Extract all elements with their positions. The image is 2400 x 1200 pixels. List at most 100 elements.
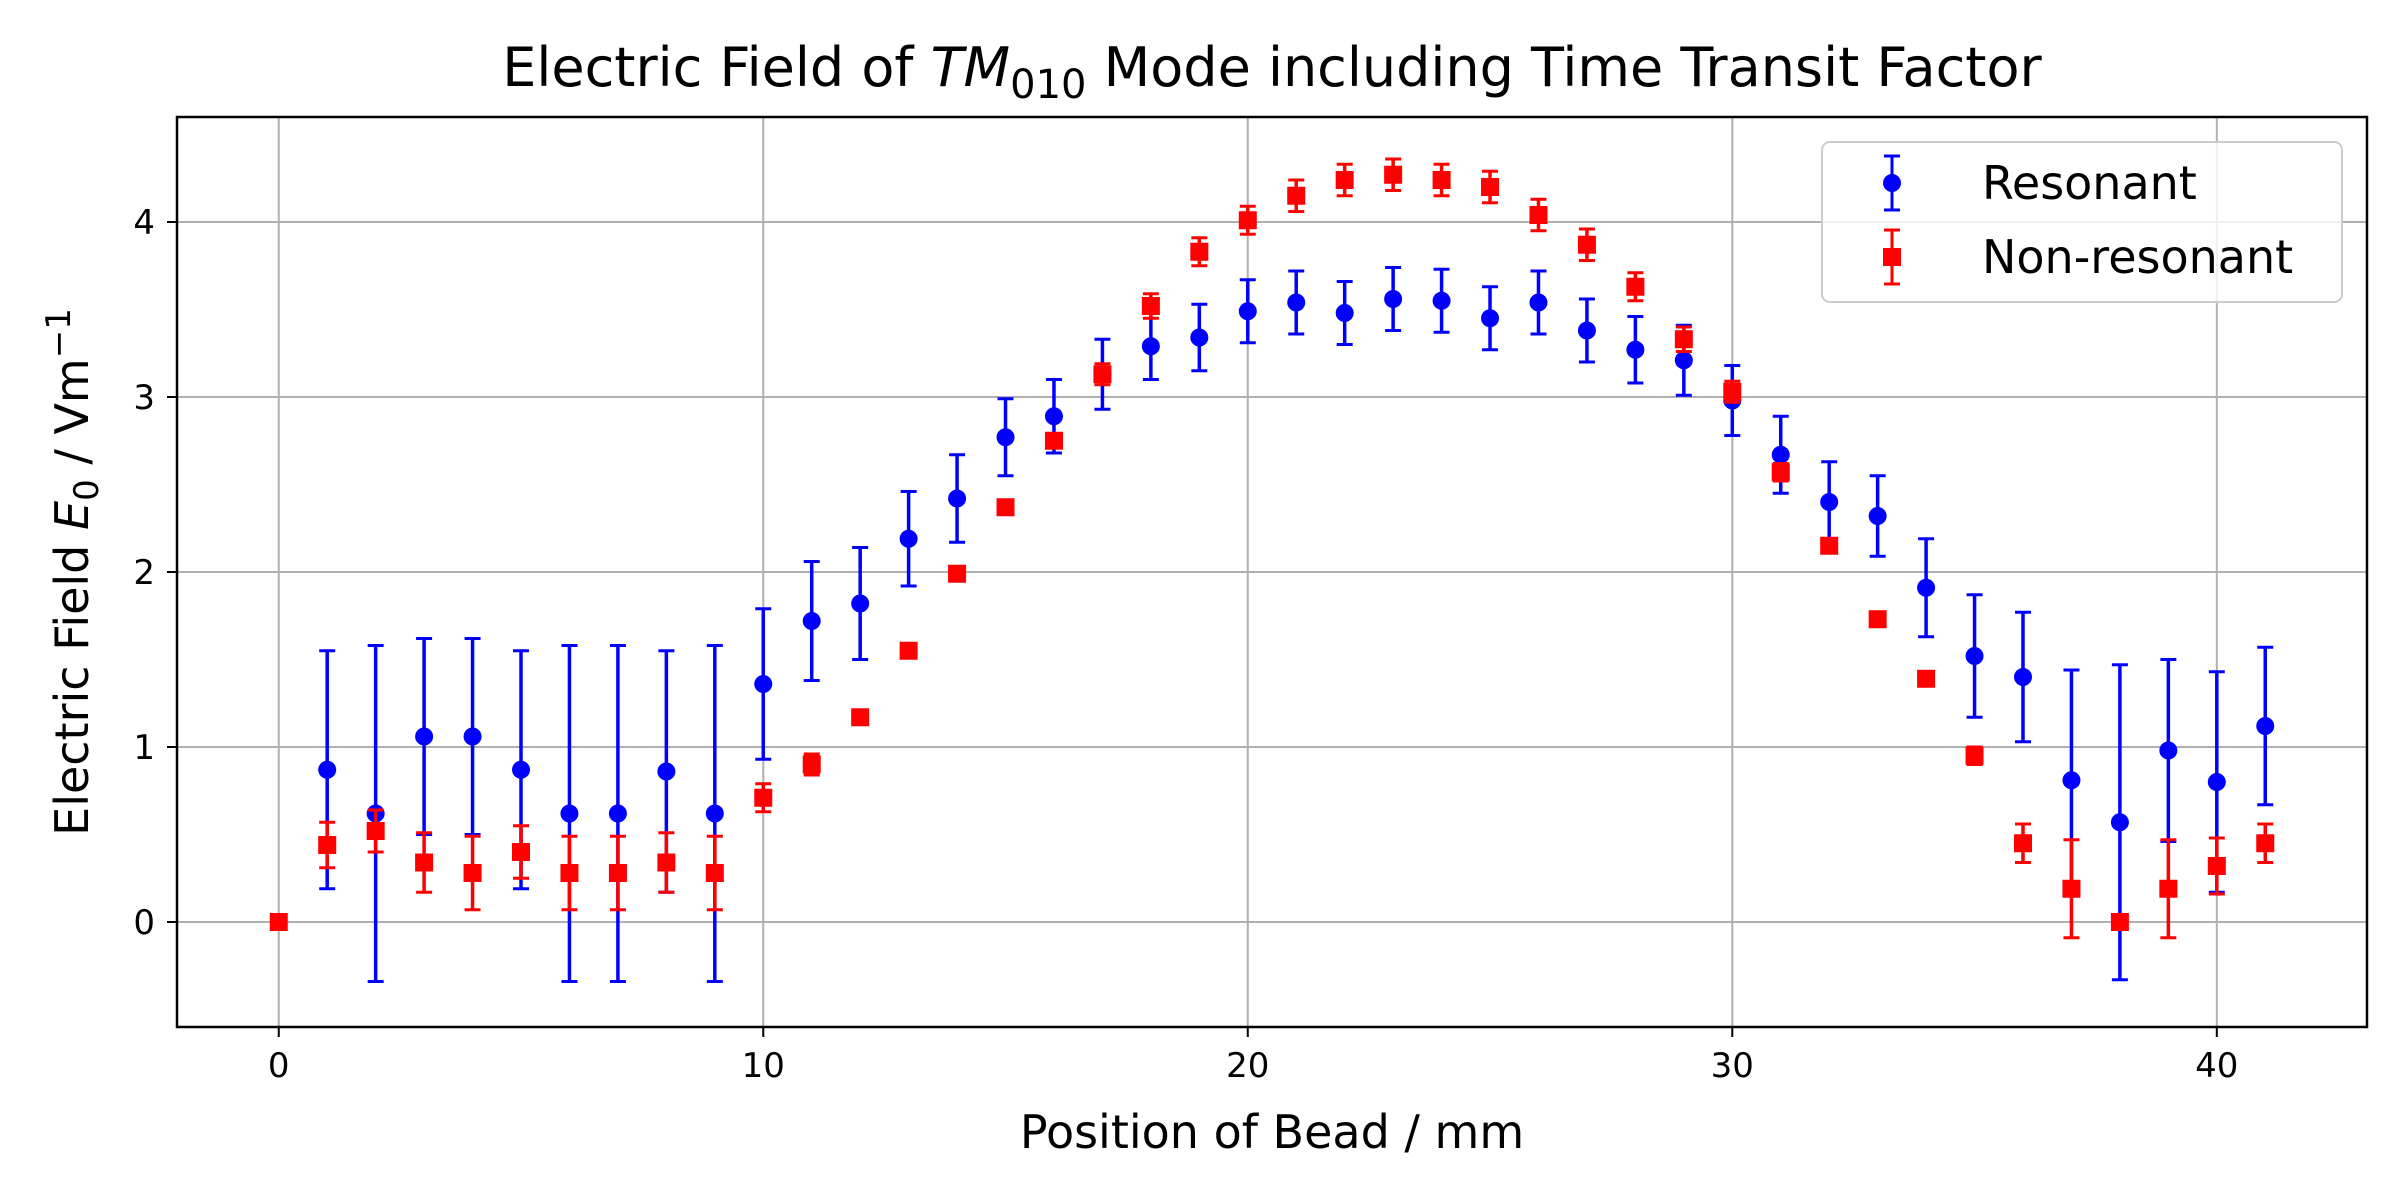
data-point — [512, 760, 531, 779]
data-point — [657, 762, 676, 781]
chart-title-math: TM — [931, 36, 1011, 99]
data-point — [1965, 647, 1984, 665]
data-point — [1674, 351, 1693, 370]
data-point — [2256, 834, 2275, 853]
y-axis-label-prefix: Electric Field — [45, 530, 99, 836]
data-point — [996, 498, 1015, 517]
data-point — [1384, 165, 1403, 184]
data-point — [1820, 536, 1839, 555]
chart-title: Electric Field of TM010 Mode including T… — [502, 36, 2042, 108]
series-non-resonant — [269, 157, 2275, 940]
data-point — [948, 564, 967, 583]
chart-title-subscript: 010 — [1010, 62, 1086, 108]
data-point — [2207, 773, 2226, 791]
data-point — [463, 727, 482, 746]
x-axis-label: Position of Bead / mm — [1020, 1105, 1524, 1159]
data-point — [1093, 365, 1112, 384]
data-point — [1674, 330, 1693, 349]
data-point — [2013, 834, 2032, 853]
data-point — [754, 788, 773, 807]
data-point — [1190, 328, 1209, 347]
x-tick-label: 0 — [268, 1046, 290, 1086]
y-axis-label-suffix: / Vm — [45, 358, 99, 479]
data-point — [318, 836, 337, 854]
data-point — [1238, 302, 1257, 321]
x-tick-label: 30 — [1711, 1046, 1754, 1086]
data-point — [802, 755, 821, 774]
chart-title-prefix: Electric Field of — [502, 36, 930, 99]
data-point — [1626, 340, 1645, 359]
data-point — [1529, 206, 1548, 224]
data-point — [1577, 321, 1596, 340]
y-axis-label-math: E — [45, 501, 99, 530]
data-point — [1771, 445, 1790, 464]
y-axis-label-subscript: 0 — [67, 479, 107, 501]
data-point — [1529, 293, 1548, 312]
x-tick-label: 20 — [1226, 1046, 1269, 1086]
data-point — [1384, 290, 1403, 308]
y-axis-label: Electric Field E0 / Vm−1 — [39, 308, 107, 836]
data-point — [657, 853, 676, 872]
data-point — [463, 864, 482, 882]
y-axis-label-superscript: −1 — [39, 308, 79, 358]
data-point — [1238, 211, 1257, 230]
data-point — [1723, 382, 1742, 401]
data-point — [2256, 717, 2275, 735]
data-point — [1287, 186, 1306, 205]
data-point — [2159, 879, 2178, 898]
data-point — [1626, 277, 1645, 296]
data-point — [415, 853, 434, 872]
y-tick-label: 0 — [133, 903, 155, 943]
data-point — [608, 804, 627, 823]
data-point — [705, 804, 724, 823]
data-point — [1044, 407, 1063, 426]
x-tick-label: 10 — [742, 1046, 785, 1086]
data-point — [705, 864, 724, 882]
legend-non-resonant-marker — [1883, 248, 1901, 266]
y-tick-label: 1 — [133, 728, 155, 768]
data-point — [366, 822, 385, 840]
data-point — [851, 708, 870, 727]
chart-title-suffix: Mode including Time Transit Factor — [1087, 36, 2043, 99]
data-point — [608, 864, 627, 882]
y-tick-label: 4 — [133, 203, 155, 243]
data-point — [1432, 291, 1451, 310]
data-point — [802, 612, 821, 630]
data-point — [269, 913, 288, 931]
data-point — [318, 760, 337, 779]
axis-ticks: 0 10 20 30 40 0 1 2 3 4 — [133, 203, 2238, 1086]
data-point — [2013, 668, 2032, 686]
data-point — [1141, 337, 1160, 356]
data-point — [1868, 610, 1887, 629]
data-point — [1335, 304, 1354, 322]
data-point — [1335, 171, 1354, 189]
data-point — [1965, 746, 1984, 765]
data-point — [1481, 178, 1500, 196]
y-tick-label: 2 — [133, 553, 155, 593]
data-point — [2110, 813, 2129, 832]
data-point — [2062, 771, 2081, 790]
data-point — [1820, 493, 1839, 511]
data-point — [512, 843, 531, 861]
data-point — [1917, 578, 1936, 597]
data-point — [2062, 879, 2081, 898]
data-point — [1771, 463, 1790, 482]
data-point — [948, 489, 967, 508]
data-point — [1190, 242, 1209, 261]
data-point — [996, 428, 1015, 447]
data-point — [2207, 857, 2226, 875]
legend-entry-resonant: Resonant — [1883, 154, 2197, 212]
legend-box — [1821, 141, 2343, 303]
data-point — [1432, 171, 1451, 189]
y-tick-label: 3 — [133, 378, 155, 418]
legend-entry-non-resonant: Non-resonant — [1883, 228, 2293, 286]
data-point — [1577, 235, 1596, 254]
legend: Resonant Non-resonant — [1821, 141, 2343, 303]
data-point — [415, 727, 434, 746]
data-point — [851, 594, 870, 613]
x-tick-label: 40 — [2195, 1046, 2238, 1086]
legend-resonant-label: Resonant — [1982, 156, 2197, 210]
data-point — [1141, 297, 1160, 315]
data-point — [560, 804, 579, 823]
